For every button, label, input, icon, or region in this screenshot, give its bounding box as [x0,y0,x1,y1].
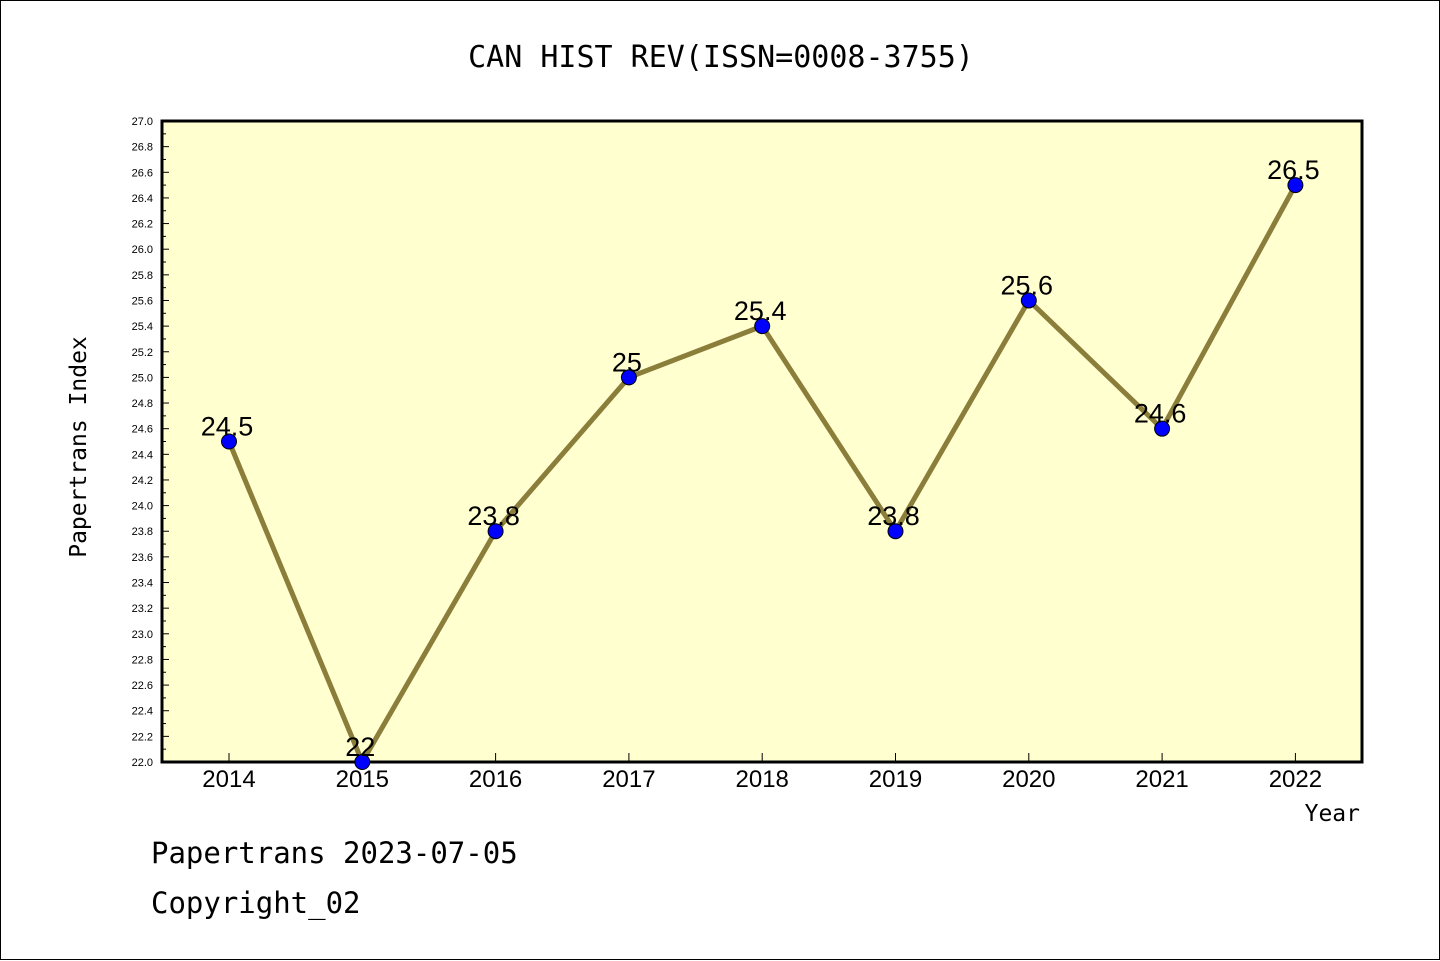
y-tick-label: 22.4 [132,706,153,718]
data-point [487,523,504,540]
data-label-layer: 24.5 22 23.8 25 25.4 23.8 25.6 24.6 26.5 [201,155,1320,762]
x-axis-label: Year [1305,801,1360,827]
y-tick-label: 22.8 [132,654,153,666]
y-tick-label: 26.2 [132,219,153,231]
data-point [887,523,904,540]
x-tick-label: 2015 [336,766,389,793]
data-label: 25.4 [734,296,787,326]
data-point [354,754,371,770]
y-tick-label: 24.2 [132,475,153,487]
data-label: 23.8 [467,501,520,531]
x-tick-label: 2019 [869,766,922,793]
data-label: 24.6 [1134,399,1187,429]
y-tick-label: 24.0 [132,501,153,513]
y-tick-label: 25.8 [132,270,153,282]
y-tick-label: 25.2 [132,347,153,359]
x-tick-label: 2016 [469,766,522,793]
y-tick-label: 26.0 [132,244,153,256]
y-tick-label: 25.4 [132,321,153,333]
y-tick-label: 22.0 [132,757,153,769]
y-tick-label: 23.8 [132,526,153,538]
y-tick-label: 25.6 [132,295,153,307]
x-tick-label: 2014 [202,766,255,793]
x-tick-label: 2021 [1135,766,1188,793]
x-axis: 2014 2015 2016 2017 2018 2019 2020 2021 2022 [202,753,1322,793]
data-label: 25.6 [1001,270,1054,300]
x-tick-label: 2018 [736,766,789,793]
y-tick-label: 23.4 [132,578,153,590]
footer-date: Papertrans 2023-07-05 [151,836,518,870]
y-tick-label: 26.8 [132,142,153,154]
plot-area [160,119,1364,764]
y-tick-label: 22.2 [132,731,153,743]
data-label: 23.8 [867,501,920,531]
x-tick-label: 2022 [1269,766,1322,793]
data-point [1154,420,1171,437]
y-tick-label: 24.6 [132,424,153,436]
chart-title: CAN HIST REV(ISSN=0008-3755) [468,40,974,75]
y-tick-label: 26.6 [132,167,153,179]
x-tick-label: 2020 [1002,766,1055,793]
y-tick-label: 23.2 [132,603,153,615]
data-label: 26.5 [1267,155,1320,185]
data-point [221,433,237,450]
y-axis-label: Papertrans Index [66,336,92,558]
footer-copyright: Copyright_02 [151,886,361,920]
data-point [1287,177,1304,194]
y-tick-label: 22.6 [132,680,153,692]
y-tick-label: 23.6 [132,552,153,564]
y-axis: 22.0 22.2 22.4 22.6 22.8 23.0 23.2 23.4 23.6 23.8… [132,116,169,769]
y-tick-label: 25.0 [132,372,153,384]
data-point [620,369,637,386]
data-label: 25 [612,347,642,377]
data-label: 22 [345,732,375,762]
y-tick-label: 26.4 [132,193,153,205]
y-tick-label: 24.4 [132,449,153,461]
y-tick-label: 24.8 [132,398,153,410]
data-point [754,318,771,335]
y-tick-label: 23.0 [132,629,153,641]
series-layer [221,177,1304,770]
x-tick-label: 2017 [602,766,655,793]
data-label: 24.5 [201,412,254,442]
data-point [1020,292,1037,309]
y-tick-label: 27.0 [132,116,153,128]
